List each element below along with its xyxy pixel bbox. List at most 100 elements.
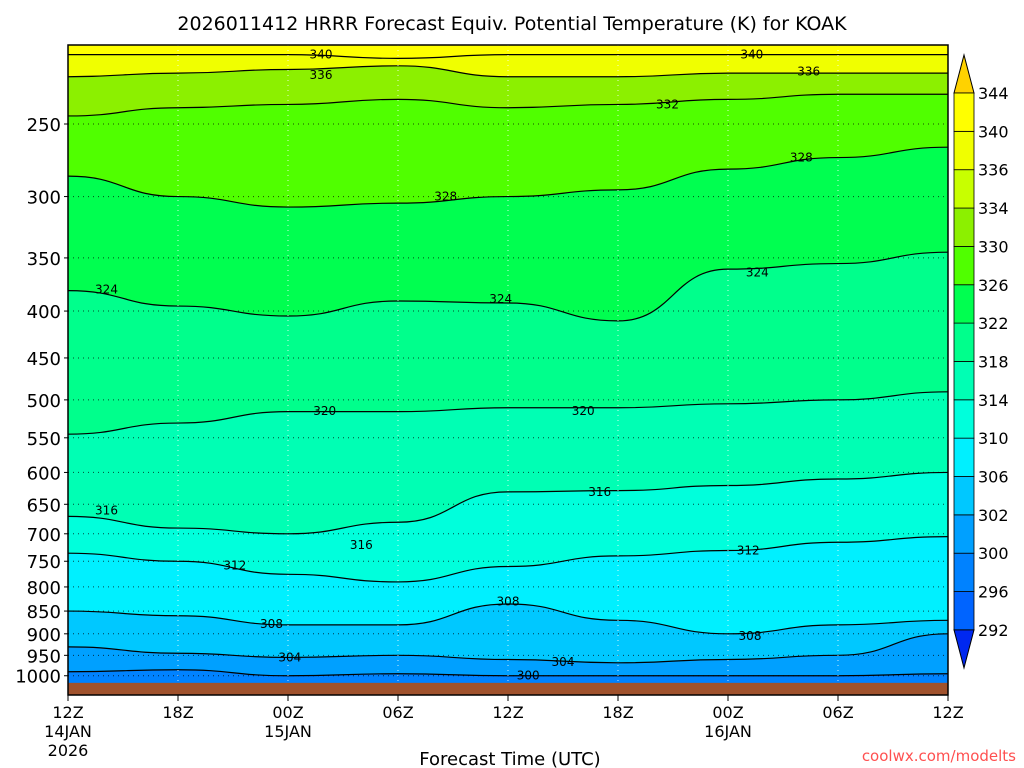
contour-label: 336	[310, 68, 333, 82]
colorbar-label: 302	[978, 506, 1009, 525]
y-tick-label: 800	[27, 578, 61, 599]
x-tick-label: 00Z	[712, 703, 743, 722]
colorbar-label: 330	[978, 237, 1009, 256]
contour-label: 304	[552, 655, 575, 669]
x-tick-label: 06Z	[822, 703, 853, 722]
x-tick-label: 2026	[48, 741, 89, 760]
y-tick-label: 450	[27, 349, 61, 370]
plot-contours	[67, 54, 949, 677]
y-tick-label: 500	[27, 391, 61, 412]
y-tick-label: 350	[27, 249, 61, 270]
colorbar-label: 336	[978, 161, 1009, 180]
contour-line-320	[67, 391, 949, 435]
colorbar-label: 318	[978, 352, 1009, 371]
colorbar-under-arrow	[953, 629, 975, 670]
colorbar-label: 340	[978, 122, 1009, 141]
contour-line-336	[67, 65, 948, 78]
colorbar-label: 326	[978, 276, 1009, 295]
x-tick-label: 18Z	[162, 703, 193, 722]
x-tick-label: 12Z	[52, 703, 83, 722]
colorbar-box	[953, 399, 975, 439]
chart-title: 2026011412 HRRR Forecast Equiv. Potentia…	[177, 13, 847, 35]
colorbar-box	[953, 361, 975, 401]
contour-label: 312	[737, 543, 760, 557]
x-tick-label: 12Z	[492, 703, 523, 722]
colorbar-box	[953, 437, 975, 477]
colorbar-label: 310	[978, 429, 1009, 448]
contour-label: 308	[497, 595, 520, 609]
contour-label: 324	[746, 265, 769, 279]
band-fill-top	[68, 45, 948, 59]
y-tick-label: 650	[27, 495, 61, 516]
y-tick-label: 850	[27, 602, 61, 623]
colorbar-label: 300	[978, 544, 1009, 563]
y-tick-label: 400	[27, 302, 61, 323]
contour-label: 340	[740, 48, 763, 62]
band-fill-320	[68, 252, 948, 435]
x-tick-label: 14JAN	[44, 722, 92, 741]
y-tick-label: 300	[27, 188, 61, 209]
contour-line-324	[67, 251, 949, 322]
contour-label: 312	[223, 558, 246, 572]
contour-line-308	[67, 603, 949, 635]
y-tick-label: 1000	[15, 667, 61, 688]
colorbar-label: 314	[978, 391, 1009, 410]
contour-label: 300	[517, 669, 540, 683]
contour-label: 308	[260, 617, 283, 631]
colorbar-box	[953, 245, 975, 286]
colorbar-box	[953, 169, 975, 209]
contour-label: 304	[278, 650, 301, 664]
contour-labels: 340 340 336 336 332 328 328 324 324 324 320 320 316 3…	[95, 48, 820, 683]
colorbar-label: 292	[978, 621, 1009, 640]
y-tick-label: 700	[27, 525, 61, 546]
colorbar-over-arrow	[953, 53, 975, 94]
contour-label: 316	[95, 503, 118, 517]
colorbar-box	[953, 552, 975, 592]
y-tick-label: 250	[27, 115, 61, 136]
x-tick-label: 12Z	[932, 703, 963, 722]
y-tick-label: 600	[27, 463, 61, 484]
colorbar-label: 306	[978, 468, 1009, 487]
contour-label: 320	[572, 404, 595, 418]
contour-label: 324	[489, 292, 512, 306]
colorbar-box	[953, 284, 975, 324]
y-tick-label: 900	[27, 625, 61, 646]
contour-line-316	[67, 471, 949, 535]
colorbar-box	[953, 514, 975, 554]
contour-label: 324	[95, 283, 118, 297]
contour-label: 340	[310, 48, 333, 62]
colorbar: 292 296 300 302 306 310 314 318 322 326 330 334 336 3…	[953, 53, 1009, 670]
band-fill-312	[68, 472, 948, 582]
colorbar-box	[953, 476, 975, 516]
colorbar-label: 334	[978, 199, 1009, 218]
colorbar-box	[953, 322, 975, 362]
colorbar-box	[953, 591, 975, 631]
contour-label: 332	[656, 97, 679, 111]
credit-text: coolwx.com/modelts	[862, 747, 1016, 765]
colorbar-label: 322	[978, 314, 1009, 333]
contour-line-312	[67, 536, 949, 583]
contour-label: 328	[790, 151, 813, 165]
contour-label: 320	[313, 404, 336, 418]
x-tick-label: 18Z	[602, 703, 633, 722]
contour-label: 308	[739, 629, 762, 643]
x-axis-label: Forecast Time (UTC)	[419, 749, 600, 768]
x-tick-label: 15JAN	[264, 722, 312, 741]
contour-label: 336	[797, 64, 820, 78]
y-axis: 250 300 350 400 450 500 550 600 650 700 750 800 8509…	[15, 115, 68, 688]
ground-fill	[68, 682, 948, 695]
colorbar-box	[953, 92, 975, 132]
contour-label: 328	[434, 190, 457, 204]
y-tick-label: 750	[27, 552, 61, 573]
contour-line-340	[67, 54, 948, 59]
band-fill-316	[68, 391, 948, 534]
colorbar-box	[953, 207, 975, 247]
y-tick-label: 550	[27, 429, 61, 450]
colorbar-label: 296	[978, 583, 1009, 602]
colorbar-label: 344	[978, 84, 1009, 103]
contour-label: 316	[350, 538, 373, 552]
x-tick-label: 00Z	[272, 703, 303, 722]
contour-line-332	[67, 93, 948, 117]
